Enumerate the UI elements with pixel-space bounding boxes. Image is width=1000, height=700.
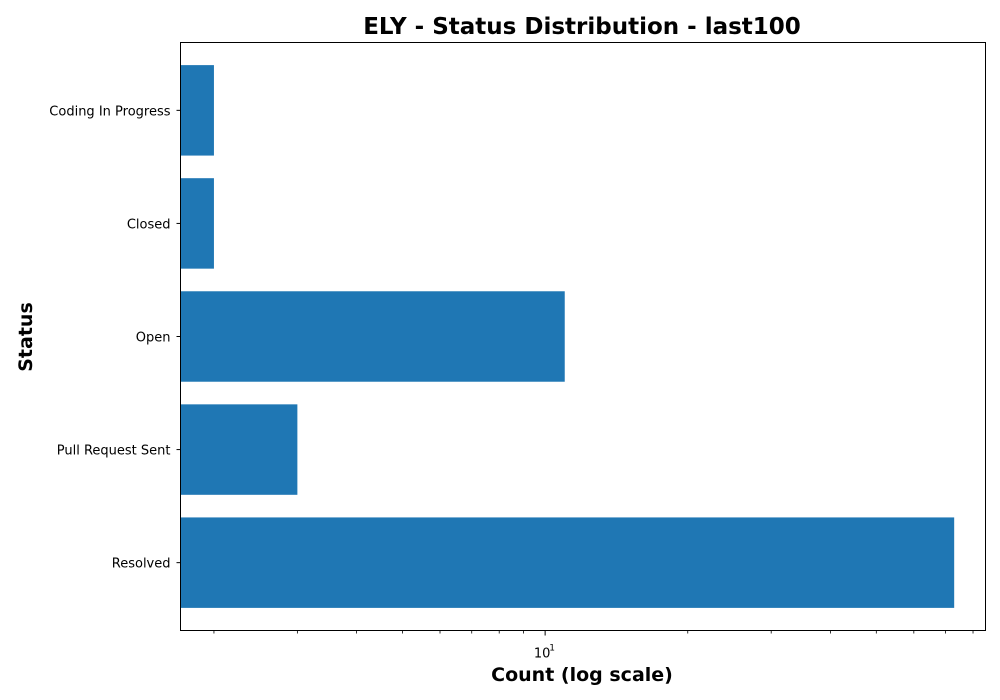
chart-title: ELY - Status Distribution - last100 (363, 14, 801, 40)
bar-coding-in-progress (180, 65, 214, 156)
y-axis-label: Status (15, 302, 37, 372)
y-tick-label: Open (136, 331, 171, 346)
x-ticks-group: 101 (213, 630, 974, 662)
bar-closed (180, 178, 214, 269)
plot-frame (180, 42, 986, 631)
y-ticks-group: Coding In Progress Closed Open Pull Request… (49, 104, 181, 572)
x-tick-label-base: 10 (534, 647, 551, 662)
y-tick-label: Pull Request Sent (57, 444, 171, 459)
x-axis-label: Count (log scale) (491, 664, 673, 686)
bars-group (180, 65, 955, 608)
bar-open (180, 291, 565, 382)
y-tick-label: Coding In Progress (49, 104, 170, 119)
x-tick-label-exponent: 1 (549, 644, 555, 654)
y-tick-label: Closed (127, 217, 171, 232)
bar-pull-request-sent (180, 404, 298, 495)
y-tick-label: Resolved (112, 557, 171, 572)
bar-resolved (180, 517, 955, 608)
